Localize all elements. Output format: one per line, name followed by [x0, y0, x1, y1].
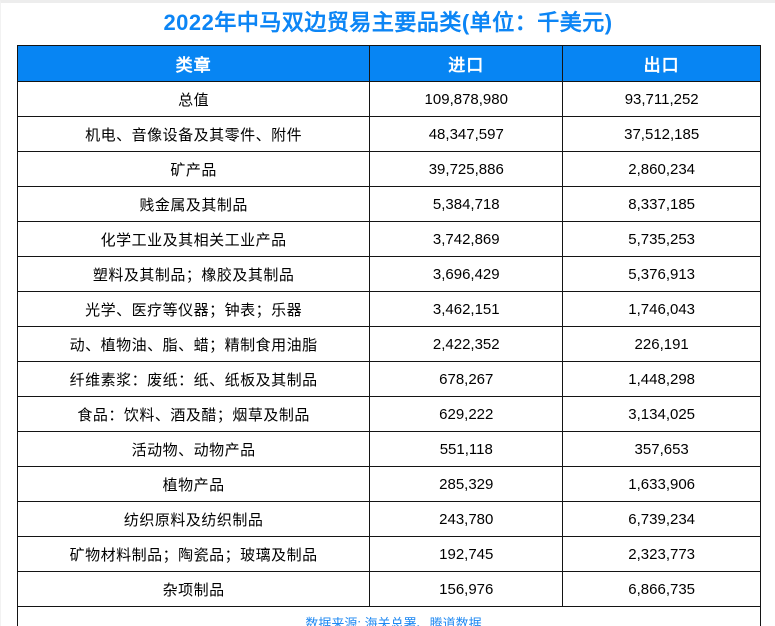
export-value-cell: 357,653 [562, 431, 761, 467]
category-cell: 纤维素浆：废纸：纸、纸板及其制品 [16, 361, 371, 397]
table-row: 活动物、动物产品 551,118 357,653 [16, 431, 761, 467]
table-row: 杂项制品 156,976 6,866,735 [16, 571, 761, 607]
category-cell: 贱金属及其制品 [16, 186, 371, 222]
category-cell: 食品：饮料、酒及醋；烟草及制品 [16, 396, 371, 432]
export-value-cell: 3,134,025 [562, 396, 761, 432]
table-row: 动、植物油、脂、蜡；精制食用油脂 2,422,352 226,191 [16, 326, 761, 362]
export-value-cell: 6,866,735 [562, 571, 761, 607]
category-cell: 机电、音像设备及其零件、附件 [16, 116, 371, 152]
column-header-import: 进口 [369, 45, 564, 82]
export-value-cell: 37,512,185 [562, 116, 761, 152]
table-row: 塑料及其制品；橡胶及其制品 3,696,429 5,376,913 [16, 256, 761, 292]
table-row: 植物产品 285,329 1,633,906 [16, 466, 761, 502]
import-value-cell: 3,462,151 [369, 291, 564, 327]
category-cell: 杂项制品 [16, 571, 371, 607]
column-header-export: 出口 [562, 45, 761, 82]
table-row: 纺织原料及纺织制品 243,780 6,739,234 [16, 501, 761, 537]
category-cell: 塑料及其制品；橡胶及其制品 [16, 256, 371, 292]
export-value-cell: 2,323,773 [562, 536, 761, 572]
category-cell: 植物产品 [16, 466, 371, 502]
import-value-cell: 109,878,980 [369, 81, 564, 117]
table-row: 矿物材料制品；陶瓷品；玻璃及制品 192,745 2,323,773 [16, 536, 761, 572]
export-value-cell: 1,633,906 [562, 466, 761, 502]
data-source-note: 数据来源: 海关总署、腾道数据 [17, 606, 761, 626]
import-value-cell: 3,696,429 [369, 256, 564, 292]
export-value-cell: 1,746,043 [562, 291, 761, 327]
trade-table: 类章 进口 出口 总值 109,878,980 93,711,252 机电、音像设备及… [16, 45, 761, 626]
table-row: 食品：饮料、酒及醋；烟草及制品 629,222 3,134,025 [16, 396, 761, 432]
export-value-cell: 93,711,252 [562, 81, 761, 117]
table-row: 化学工业及其相关工业产品 3,742,869 5,735,253 [16, 221, 761, 257]
export-value-cell: 5,376,913 [562, 256, 761, 292]
table-row: 贱金属及其制品 5,384,718 8,337,185 [16, 186, 761, 222]
import-value-cell: 5,384,718 [369, 186, 564, 222]
import-value-cell: 48,347,597 [369, 116, 564, 152]
import-value-cell: 285,329 [369, 466, 564, 502]
table-footer: 数据来源: 海关总署、腾道数据 [17, 606, 761, 626]
import-value-cell: 243,780 [369, 501, 564, 537]
table-header: 类章 进口 出口 [16, 45, 761, 82]
category-cell: 矿物材料制品；陶瓷品；玻璃及制品 [16, 536, 371, 572]
import-value-cell: 629,222 [369, 396, 564, 432]
import-value-cell: 156,976 [369, 571, 564, 607]
table-row: 机电、音像设备及其零件、附件 48,347,597 37,512,185 [16, 116, 761, 152]
import-value-cell: 2,422,352 [369, 326, 564, 362]
import-value-cell: 678,267 [369, 361, 564, 397]
export-value-cell: 2,860,234 [562, 151, 761, 187]
category-cell: 活动物、动物产品 [16, 431, 371, 467]
table-body: 总值 109,878,980 93,711,252 机电、音像设备及其零件、附件 48,… [16, 81, 761, 607]
import-value-cell: 551,118 [369, 431, 564, 467]
category-cell: 矿产品 [16, 151, 371, 187]
category-cell: 动、植物油、脂、蜡；精制食用油脂 [16, 326, 371, 362]
table-row: 矿产品 39,725,886 2,860,234 [16, 151, 761, 187]
category-cell: 总值 [16, 81, 371, 117]
column-header-category: 类章 [16, 45, 371, 82]
import-value-cell: 3,742,869 [369, 221, 564, 257]
import-value-cell: 192,745 [369, 536, 564, 572]
header-row: 类章 进口 出口 [16, 45, 761, 82]
source-row: 数据来源: 海关总署、腾道数据 [17, 606, 761, 626]
category-cell: 光学、医疗等仪器；钟表；乐器 [16, 291, 371, 327]
export-value-cell: 8,337,185 [562, 186, 761, 222]
table-row: 纤维素浆：废纸：纸、纸板及其制品 678,267 1,448,298 [16, 361, 761, 397]
table-row: 总值 109,878,980 93,711,252 [16, 81, 761, 117]
export-value-cell: 1,448,298 [562, 361, 761, 397]
category-cell: 化学工业及其相关工业产品 [16, 221, 371, 257]
table-row: 光学、医疗等仪器；钟表；乐器 3,462,151 1,746,043 [16, 291, 761, 327]
export-value-cell: 5,735,253 [562, 221, 761, 257]
export-value-cell: 226,191 [562, 326, 761, 362]
category-cell: 纺织原料及纺织制品 [16, 501, 371, 537]
import-value-cell: 39,725,886 [369, 151, 564, 187]
page-title: 2022年中马双边贸易主要品类(单位：千美元) [163, 10, 613, 35]
export-value-cell: 6,739,234 [562, 501, 761, 537]
